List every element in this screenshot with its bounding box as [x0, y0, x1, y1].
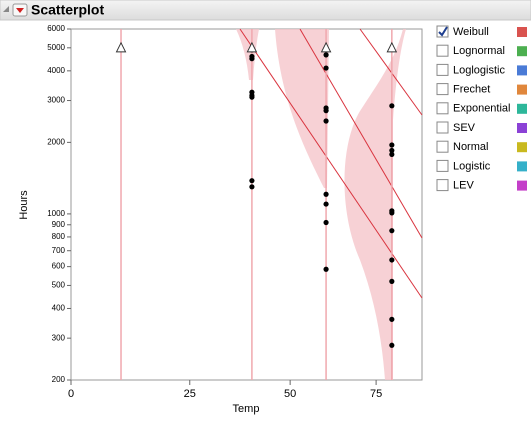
y-tick-label: 300 [52, 333, 66, 342]
point [249, 178, 255, 184]
header-title: Scatterplot [31, 2, 104, 18]
y-tick-label: 800 [52, 232, 66, 241]
checkbox[interactable] [436, 44, 449, 57]
y-tick-label: 2000 [47, 137, 65, 146]
checkbox-label: Lognormal [453, 45, 505, 57]
censored-point [320, 41, 332, 53]
point [249, 184, 255, 190]
checkbox[interactable] [436, 83, 449, 96]
checkbox-label: Frechet [453, 84, 490, 96]
point [249, 56, 255, 62]
y-axis-label: Hours [18, 190, 30, 220]
y-tick-label: 4000 [47, 66, 65, 75]
point [389, 103, 395, 109]
color-swatch [517, 84, 527, 95]
point [389, 210, 395, 216]
checkbox[interactable] [436, 63, 449, 76]
color-swatch [517, 27, 527, 37]
checkbox[interactable] [436, 25, 449, 38]
point [323, 191, 329, 197]
point [389, 342, 395, 348]
y-tick-label: 600 [52, 262, 66, 271]
checkbox[interactable] [436, 159, 449, 172]
point [323, 219, 329, 226]
point [389, 142, 395, 148]
x-tick-label: 50 [284, 388, 296, 400]
color-swatch [517, 123, 527, 133]
censored-point [115, 41, 127, 53]
point [323, 52, 329, 58]
confidence-band [275, 29, 329, 188]
point [323, 266, 329, 272]
point [389, 257, 395, 263]
color-swatch [517, 46, 527, 57]
checkbox-label: Logistic [453, 160, 491, 172]
checkbox[interactable] [436, 140, 449, 153]
y-tick-label: 5000 [47, 43, 65, 52]
y-tick-label: 500 [52, 281, 66, 290]
color-swatch [517, 180, 527, 191]
confidence-band [344, 29, 406, 380]
checkbox[interactable] [436, 121, 449, 134]
y-tick-label: 200 [52, 375, 66, 384]
point [323, 65, 329, 71]
point [249, 94, 255, 100]
y-tick-label: 6000 [47, 24, 65, 33]
point [389, 151, 395, 158]
checkbox[interactable] [436, 102, 449, 115]
x-axis-label: Temp [233, 403, 260, 415]
color-swatch [517, 142, 527, 153]
checkbox-label: Loglogistic [453, 64, 505, 76]
point [389, 278, 395, 284]
point [389, 147, 395, 154]
color-swatch [517, 65, 527, 76]
fit-line [299, 28, 423, 239]
checkbox-label: Weibull [453, 26, 489, 38]
plot-frame [70, 28, 423, 381]
checkbox-label: LEV [453, 180, 474, 192]
color-swatch [517, 161, 527, 172]
checkbox[interactable] [436, 179, 449, 192]
x-tick-label: 0 [68, 388, 74, 400]
y-tick-label: 400 [52, 304, 66, 313]
checkbox-label: Exponential [453, 103, 511, 115]
point [389, 228, 395, 234]
menu-arrow [16, 8, 24, 13]
y-tick-label: 3000 [47, 96, 65, 105]
disclosure-icon[interactable] [3, 6, 9, 12]
y-tick-label: 900 [52, 220, 66, 229]
point [323, 201, 329, 207]
point [323, 118, 329, 124]
checkbox-label: SEV [453, 122, 476, 134]
fit-line [359, 28, 423, 116]
y-tick-label: 700 [52, 246, 66, 255]
point [323, 108, 329, 114]
y-tick-label: 1000 [47, 209, 65, 218]
censored-point [386, 41, 398, 53]
x-tick-label: 25 [184, 388, 196, 400]
color-swatch [517, 103, 527, 114]
censored-point [246, 41, 258, 53]
header-bar [0, 0, 531, 21]
x-tick-label: 75 [370, 388, 382, 400]
confidence-band [236, 29, 259, 80]
point [389, 316, 395, 322]
checkmark [438, 26, 448, 37]
checkbox-label: Normal [453, 141, 488, 153]
